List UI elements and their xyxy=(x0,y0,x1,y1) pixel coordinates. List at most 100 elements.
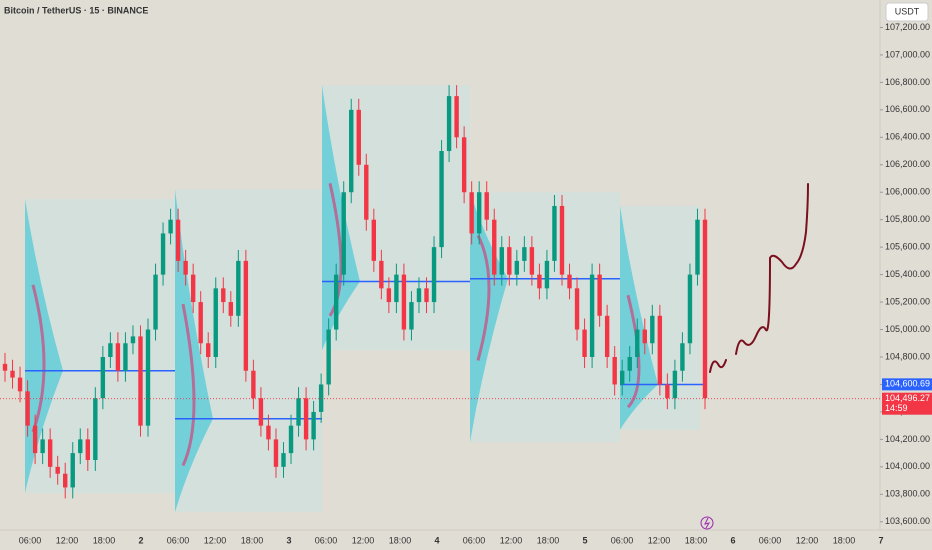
x-tick-label: 12:00 xyxy=(648,535,671,545)
y-tick-label: 104,200.00 xyxy=(885,434,930,444)
candle-body xyxy=(356,109,361,165)
candle-body xyxy=(93,398,98,460)
candle-body xyxy=(582,329,587,357)
candle-body xyxy=(552,205,557,261)
x-tick-label: 18:00 xyxy=(685,535,708,545)
candle-body xyxy=(100,356,106,399)
x-tick-label: 12:00 xyxy=(796,535,819,545)
x-tick-label: 06:00 xyxy=(759,535,782,545)
candle-body xyxy=(138,336,143,426)
candle-body xyxy=(78,439,83,454)
volume-profile-edge xyxy=(31,284,46,433)
candle-body xyxy=(401,274,407,330)
candle-body xyxy=(650,315,655,344)
y-tick-label: 103,600.00 xyxy=(885,516,930,526)
y-tick-label: 106,800.00 xyxy=(885,77,930,87)
candle-body xyxy=(318,384,324,412)
candle-body xyxy=(63,473,68,488)
candle-body xyxy=(326,329,331,385)
candle-body xyxy=(198,302,203,344)
candle-body xyxy=(115,343,121,371)
last-price-tag xyxy=(882,392,932,415)
y-tick-label: 106,600.00 xyxy=(885,104,930,114)
currency-label[interactable]: USDT xyxy=(895,6,920,16)
candle-body xyxy=(281,453,286,467)
candle-body xyxy=(499,247,504,275)
candle-body xyxy=(635,329,640,357)
candle-body xyxy=(604,315,610,357)
candle-body xyxy=(589,274,595,357)
x-tick-label: 3 xyxy=(286,535,291,545)
x-tick-label: 18:00 xyxy=(389,535,412,545)
x-tick-label: 18:00 xyxy=(93,535,116,545)
candle-body xyxy=(657,315,663,385)
candle-body xyxy=(446,96,452,152)
candle-body xyxy=(108,343,113,357)
poc-price-label: 104,600.69 xyxy=(885,379,930,389)
candle-body xyxy=(206,343,211,357)
x-tick-label: 12:00 xyxy=(500,535,523,545)
x-tick-label: 18:00 xyxy=(537,535,560,545)
volume-profile xyxy=(470,192,508,443)
x-tick-label: 06:00 xyxy=(611,535,634,545)
candle-body xyxy=(702,219,708,399)
candle-body xyxy=(288,425,294,454)
candle-body xyxy=(431,247,437,303)
candle-body xyxy=(40,439,45,454)
candle-body xyxy=(273,439,279,467)
x-tick-label: 4 xyxy=(434,535,439,545)
candle-body xyxy=(379,260,384,289)
candle-body xyxy=(476,192,482,234)
candle-body xyxy=(333,274,339,330)
y-tick-label: 105,600.00 xyxy=(885,242,930,252)
candle-body xyxy=(296,398,301,426)
candle-body xyxy=(349,109,354,193)
volume-profile-edge xyxy=(476,234,491,361)
candle-body xyxy=(642,329,647,344)
candle-body xyxy=(672,370,678,399)
candle-body xyxy=(236,260,241,316)
candle-body xyxy=(559,205,565,275)
x-tick-label: 18:00 xyxy=(241,535,264,545)
candle-body xyxy=(409,302,414,330)
candle-body xyxy=(695,219,700,275)
candle-body xyxy=(424,288,429,303)
candle-body xyxy=(461,137,467,193)
candle-body xyxy=(32,425,38,454)
x-tick-label: 06:00 xyxy=(19,535,42,545)
event-icon[interactable] xyxy=(700,516,714,530)
candle-body xyxy=(311,411,316,440)
candle-body xyxy=(168,219,173,234)
y-tick-label: 106,200.00 xyxy=(885,159,930,169)
candle-body xyxy=(221,288,226,303)
poc-price-tag xyxy=(882,378,932,391)
candle-body xyxy=(514,260,520,275)
candle-body xyxy=(258,398,264,426)
x-tick-label: 06:00 xyxy=(315,535,338,545)
y-tick-label: 105,200.00 xyxy=(885,296,930,306)
candle-body xyxy=(213,288,218,357)
candle-body xyxy=(251,370,256,399)
candle-body xyxy=(544,260,550,289)
candle-body xyxy=(620,370,625,385)
candle-body xyxy=(484,192,489,220)
x-tick-label: 06:00 xyxy=(463,535,486,545)
event-icon-bolt xyxy=(704,517,711,529)
candle-body xyxy=(17,377,23,392)
plot: 103,600.00 103,800.00 104,000.00 104,200.00… xyxy=(0,22,930,545)
session-range xyxy=(175,189,322,513)
x-tick-label: 7 xyxy=(878,535,883,545)
y-tick-label: 106,000.00 xyxy=(885,187,930,197)
currency-button[interactable] xyxy=(885,2,929,22)
candle-body xyxy=(153,274,158,330)
candle-body xyxy=(574,288,580,330)
candle-body xyxy=(175,219,181,261)
volume-profile-edge xyxy=(626,294,641,409)
candle-body xyxy=(145,329,151,426)
candle-body xyxy=(25,391,30,426)
candle-body xyxy=(243,260,249,371)
candle-body xyxy=(364,164,369,220)
candle-body xyxy=(665,384,670,399)
x-tick-label: 5 xyxy=(582,535,587,545)
